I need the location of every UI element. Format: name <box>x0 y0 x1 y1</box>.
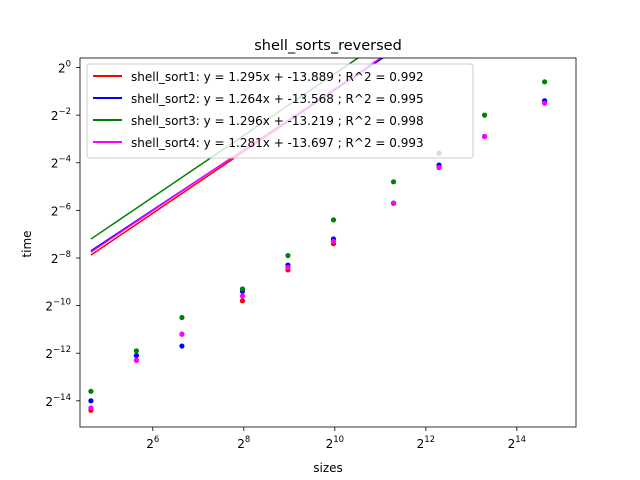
tick-base: 2 <box>45 300 53 314</box>
data-point-shell_sort4 <box>88 405 94 411</box>
data-point-shell_sort2 <box>133 352 140 359</box>
legend-label-shell_sort4: shell_sort4: y = 1.281x + -13.697 ; R^2 … <box>131 136 424 150</box>
tick-base: 2 <box>326 437 334 451</box>
tick-exponent: −6 <box>58 202 71 212</box>
tick-base: 2 <box>51 252 59 266</box>
y-tick-label: 2−10 <box>45 298 71 314</box>
data-point-shell_sort3 <box>285 252 291 259</box>
y-tick-label: 2−2 <box>51 107 71 123</box>
data-point-shell_sort3 <box>133 348 140 354</box>
tick-base: 2 <box>417 437 425 451</box>
data-point-shell_sort3 <box>179 314 185 321</box>
legend-label-shell_sort2: shell_sort2: y = 1.264x + -13.568 ; R^2 … <box>131 92 424 106</box>
data-point-shell_sort3 <box>542 79 548 85</box>
data-point-shell_sort4 <box>239 293 246 299</box>
tick-exponent: −14 <box>53 393 71 403</box>
y-tick-label: 2−12 <box>45 345 71 361</box>
tick-exponent: 6 <box>154 435 159 445</box>
plot-frame <box>79 57 577 428</box>
tick-base: 2 <box>508 437 516 451</box>
tick-exponent: −12 <box>53 345 71 355</box>
x-tick-label: 26 <box>146 435 159 451</box>
legend-box <box>86 63 474 159</box>
data-point-shell_sort4 <box>330 238 337 244</box>
tick-base: 2 <box>51 157 59 171</box>
data-point-shell_sort3 <box>330 217 337 223</box>
tick-exponent: 10 <box>333 435 344 445</box>
data-point-shell_sort4 <box>481 133 488 140</box>
tick-exponent: 0 <box>66 60 71 70</box>
y-axis-label: time <box>20 230 34 257</box>
legend-label-shell_sort3: shell_sort3: y = 1.296x + -13.219 ; R^2 … <box>131 114 424 128</box>
data-point-shell_sort4 <box>285 264 291 271</box>
data-point-shell_sort3 <box>239 286 246 292</box>
tick-exponent: −10 <box>53 298 71 308</box>
data-point-shell_sort3 <box>481 112 488 118</box>
y-tick-label: 20 <box>58 60 71 76</box>
x-tick-label: 28 <box>237 435 250 451</box>
data-point-shell_sort4 <box>179 331 185 337</box>
y-tick-label: 2−14 <box>45 393 71 409</box>
data-point-shell_sort2 <box>179 343 185 349</box>
x-tick-label: 214 <box>508 435 526 451</box>
y-tick-label: 2−6 <box>51 202 71 218</box>
tick-exponent: −2 <box>58 107 71 117</box>
tick-exponent: 8 <box>245 435 250 445</box>
x-tick-label: 210 <box>326 435 344 451</box>
tick-base: 2 <box>58 62 66 76</box>
chart-title: shell_sorts_reversed <box>254 38 402 54</box>
y-tick-label: 2−8 <box>51 250 71 266</box>
data-point-shell_sort4 <box>390 200 397 206</box>
data-point-shell_sort1 <box>239 298 246 304</box>
tick-exponent: 12 <box>424 435 435 445</box>
tick-base: 2 <box>45 395 53 409</box>
tick-exponent: −8 <box>58 250 71 260</box>
x-axis-label: sizes <box>313 461 343 475</box>
tick-exponent: 14 <box>515 435 526 445</box>
data-point-shell_sort3 <box>88 388 94 394</box>
data-point-shell_sort4 <box>133 357 140 363</box>
tick-base: 2 <box>237 437 245 451</box>
tick-base: 2 <box>51 204 59 218</box>
data-point-shell_sort4 <box>542 100 548 106</box>
tick-exponent: −4 <box>58 155 71 165</box>
legend-label-shell_sort1: shell_sort1: y = 1.295x + -13.889 ; R^2 … <box>131 70 424 84</box>
y-tick-label: 2−4 <box>51 155 71 171</box>
tick-base: 2 <box>45 347 53 361</box>
data-point-shell_sort3 <box>390 179 397 185</box>
tick-base: 2 <box>51 109 59 123</box>
data-point-shell_sort2 <box>88 398 94 404</box>
x-tick-label: 212 <box>417 435 435 451</box>
data-point-shell_sort4 <box>436 164 442 171</box>
tick-base: 2 <box>146 437 154 451</box>
